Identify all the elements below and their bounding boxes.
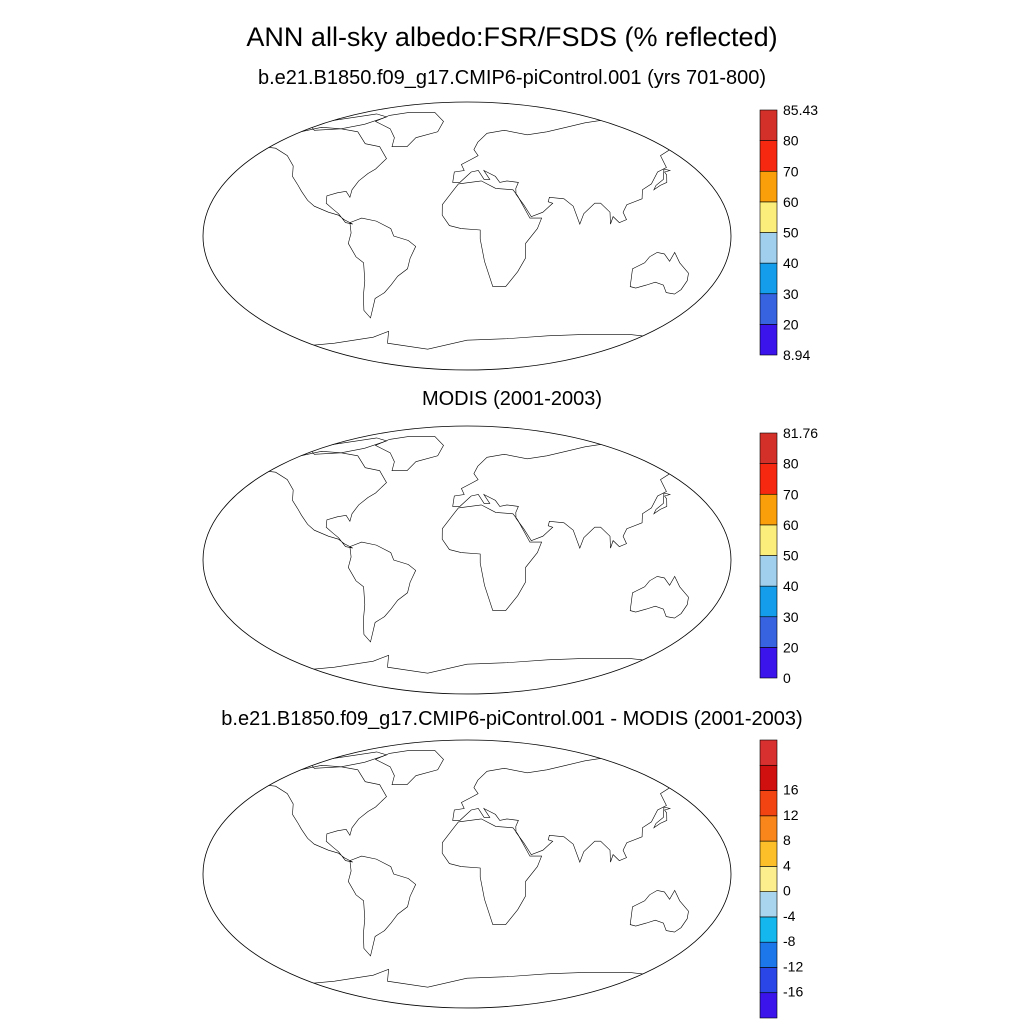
map-border xyxy=(202,101,732,371)
coastline-arctic-islands xyxy=(308,751,388,769)
colorbar-label: 85.43 xyxy=(783,102,818,118)
colorbar-label: 50 xyxy=(783,548,799,564)
colorbar-label: 60 xyxy=(783,194,799,210)
coastline-south-america xyxy=(347,541,417,643)
coastline-japan xyxy=(653,168,672,191)
panel-model-title: b.e21.B1850.f09_g17.CMIP6-piControl.001 … xyxy=(257,67,767,89)
colorbar-label: 70 xyxy=(783,163,799,179)
colorbar-label: 8 xyxy=(783,832,791,848)
colorbar-label: 60 xyxy=(783,517,799,533)
colorbar-swatch xyxy=(759,324,778,356)
colorbar-obs: 0 20 30 40 50 60 70 80 81.76 xyxy=(759,425,818,686)
coastline-africa xyxy=(441,180,543,287)
colorbar-label: 0 xyxy=(783,883,791,899)
coastline-north-america xyxy=(240,126,387,225)
colorbar-swatch xyxy=(759,891,778,918)
colorbar-swatch xyxy=(759,432,778,464)
colorbar-swatch xyxy=(759,493,778,526)
colorbar-label: -12 xyxy=(783,959,803,975)
map-model xyxy=(202,101,732,371)
colorbar-swatch xyxy=(759,764,778,791)
coastline-australia xyxy=(629,575,689,619)
panel-model: 8.94 20 30 40 50 60 70 80 85.43 xyxy=(202,101,818,371)
colorbar-label: 0 xyxy=(783,670,791,686)
colorbar-swatch xyxy=(759,616,778,648)
colorbar-swatch xyxy=(759,941,778,968)
coastline-eurasia xyxy=(452,443,710,549)
colorbar-swatch xyxy=(759,916,778,943)
colorbar-label: -4 xyxy=(783,908,796,924)
colorbar-swatch xyxy=(759,739,778,766)
colorbar-diff: -16 -12 -8 -4 0 4 8 12 16 xyxy=(759,739,803,1019)
colorbar-swatch xyxy=(759,815,778,842)
colorbar-label: 20 xyxy=(783,639,799,655)
colorbar-label: 80 xyxy=(783,456,799,472)
colorbar-swatch xyxy=(759,262,778,295)
colorbar-label: 4 xyxy=(783,857,791,873)
figure-title: ANN all-sky albedo:FSR/FSDS (% reflected… xyxy=(246,22,778,52)
map-diff xyxy=(202,739,732,1009)
colorbar-swatch xyxy=(759,109,778,141)
colorbar-label: 30 xyxy=(783,286,799,302)
colorbar-label: 40 xyxy=(783,578,799,594)
coastline-greenland xyxy=(374,112,444,147)
coastline-eurasia xyxy=(452,757,710,863)
colorbar-swatch xyxy=(759,140,778,172)
coastline-africa xyxy=(441,504,543,611)
coastline-japan xyxy=(653,492,672,515)
colorbar-label: 12 xyxy=(783,807,799,823)
coastline-north-america xyxy=(240,764,387,863)
map-border xyxy=(202,739,732,1009)
colorbar-label: 30 xyxy=(783,609,799,625)
coastline-north-america xyxy=(240,450,387,549)
colorbar-label: 16 xyxy=(783,782,799,798)
colorbar-label: 50 xyxy=(783,225,799,241)
colorbar-swatch xyxy=(759,555,778,587)
colorbar-label: 8.94 xyxy=(783,347,810,363)
colorbar-swatch xyxy=(759,170,778,203)
coastline-antarctica xyxy=(226,330,707,370)
coastline-south-america xyxy=(347,217,417,319)
colorbar-model: 8.94 20 30 40 50 60 70 80 85.43 xyxy=(759,102,818,363)
colorbar-swatch xyxy=(759,840,778,867)
colorbar-label: -8 xyxy=(783,933,796,949)
coastline-australia xyxy=(629,889,689,933)
colorbar-swatch xyxy=(759,647,778,679)
colorbar-label: 80 xyxy=(783,133,799,149)
colorbar-label: 20 xyxy=(783,316,799,332)
coastline-africa xyxy=(441,818,543,925)
colorbar-label: 81.76 xyxy=(783,425,818,441)
coastline-eurasia xyxy=(452,119,710,225)
panel-diff-title: b.e21.B1850.f09_g17.CMIP6-piControl.001 … xyxy=(221,708,803,730)
colorbar-label: -16 xyxy=(783,984,803,1000)
coastline-arctic-islands xyxy=(308,113,388,131)
colorbar-swatch xyxy=(759,463,778,495)
colorbar-swatch xyxy=(759,866,778,892)
colorbar-label: 70 xyxy=(783,486,799,502)
coastline-antarctica xyxy=(226,968,707,1008)
panel-diff: -16 -12 -8 -4 0 4 8 12 16 xyxy=(202,739,803,1019)
coastline-australia xyxy=(629,251,689,295)
colorbar-swatch xyxy=(759,585,778,618)
colorbar-swatch xyxy=(759,790,778,817)
coastline-japan xyxy=(653,806,672,829)
panel-obs-title: MODIS (2001-2003) xyxy=(421,388,603,410)
colorbar-swatch xyxy=(759,992,778,1019)
colorbar-label: 40 xyxy=(783,255,799,271)
colorbar-swatch xyxy=(759,524,778,556)
coastline-south-america xyxy=(347,855,417,957)
map-border xyxy=(202,425,732,695)
colorbar-swatch xyxy=(759,201,778,233)
colorbar-swatch xyxy=(759,293,778,325)
coastline-greenland xyxy=(374,750,444,785)
map-obs xyxy=(202,425,732,695)
colorbar-swatch xyxy=(759,232,778,264)
coastline-arctic-islands xyxy=(308,437,388,455)
coastline-antarctica xyxy=(226,654,707,694)
coastline-greenland xyxy=(374,436,444,471)
colorbar-swatch xyxy=(759,967,778,994)
panel-obs: 0 20 30 40 50 60 70 80 81.76 xyxy=(202,425,818,695)
